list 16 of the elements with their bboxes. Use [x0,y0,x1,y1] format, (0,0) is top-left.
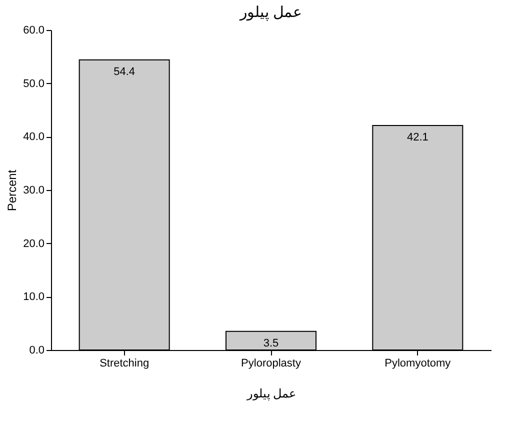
y-tick-label: 40.0 [23,131,44,144]
y-tick-label: 0.0 [29,344,44,356]
data-label: 42.1 [406,131,428,144]
y-tick-label: 20.0 [23,238,44,250]
y-tick-label: 50.0 [23,78,44,90]
data-label: 3.5 [263,337,279,350]
x-tick-label: Pyloroplasty [241,358,302,370]
y-tick-label: 30.0 [23,184,44,196]
data-label: 54.4 [114,66,136,78]
x-axis-title: عمل پیلور [246,386,296,400]
y-tick-label: 10.0 [23,291,44,304]
chart-title: عمل پیلور [238,4,302,21]
y-tick-label: 60.0 [23,24,44,36]
x-tick-label: Pylomyotomy [384,358,452,370]
x-tick-label: Stretching [100,358,150,370]
y-axis-title: Percent [5,169,20,212]
